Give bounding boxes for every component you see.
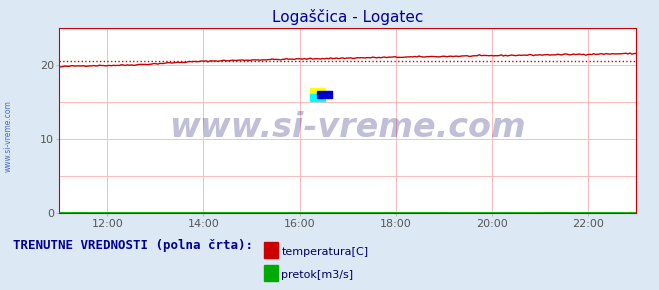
Text: TRENUTNE VREDNOSTI (polna črta):: TRENUTNE VREDNOSTI (polna črta): (13, 239, 253, 252)
Text: pretok[m3/s]: pretok[m3/s] (281, 270, 353, 280)
Text: temperatura[C]: temperatura[C] (281, 247, 368, 257)
Text: www.si-vreme.com: www.si-vreme.com (4, 100, 13, 172)
FancyBboxPatch shape (310, 88, 325, 94)
FancyBboxPatch shape (310, 94, 325, 101)
FancyBboxPatch shape (318, 91, 331, 98)
Text: www.si-vreme.com: www.si-vreme.com (169, 111, 526, 144)
Title: Logaščica - Logatec: Logaščica - Logatec (272, 9, 423, 25)
